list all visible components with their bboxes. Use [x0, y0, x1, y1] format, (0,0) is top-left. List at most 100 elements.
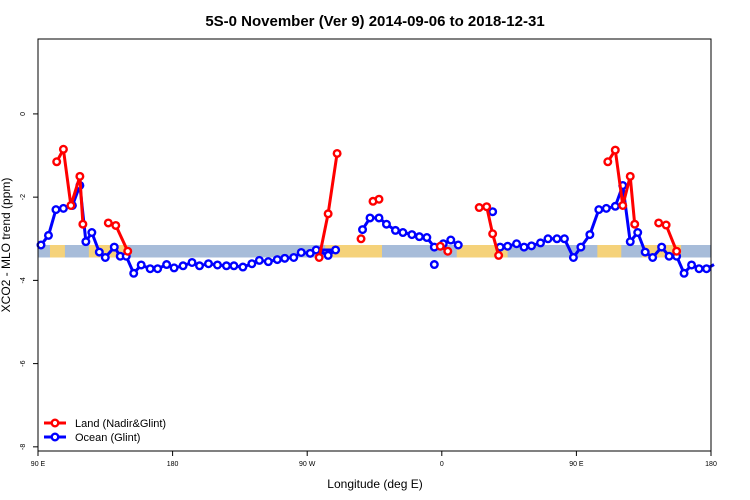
- data-point: [374, 194, 384, 204]
- data-point: [311, 245, 321, 255]
- legend-label: Land (Nadir&Glint): [75, 418, 166, 430]
- data-point: [356, 234, 366, 244]
- data-point: [314, 252, 324, 262]
- data-point: [390, 225, 400, 235]
- data-point: [381, 219, 391, 229]
- data-point: [203, 259, 213, 269]
- data-point: [503, 241, 513, 251]
- data-point: [109, 242, 119, 252]
- data-point: [568, 252, 578, 262]
- data-point: [672, 246, 682, 256]
- data-point: [648, 252, 658, 262]
- legend-marker: [50, 418, 60, 428]
- y-tick-label: 0: [20, 112, 27, 116]
- data-point: [429, 260, 439, 270]
- x-tick-label: 90 E: [569, 461, 584, 468]
- y-tick-label: -2: [20, 194, 27, 200]
- data-point: [358, 225, 368, 235]
- data-point: [422, 233, 432, 243]
- data-point: [543, 234, 553, 244]
- data-point: [332, 148, 342, 158]
- data-point: [195, 261, 205, 271]
- data-point: [443, 246, 453, 256]
- data-point: [512, 239, 522, 249]
- data-point: [100, 252, 110, 262]
- series-line: [499, 184, 715, 275]
- data-point: [398, 228, 408, 238]
- data-point: [536, 238, 546, 248]
- data-point: [111, 220, 121, 230]
- data-point: [78, 219, 88, 229]
- data-point: [178, 261, 188, 271]
- data-point: [296, 247, 306, 257]
- data-point: [585, 230, 595, 240]
- data-point: [52, 157, 62, 167]
- data-point: [618, 200, 628, 210]
- data-point: [657, 242, 667, 252]
- x-axis-label: Longitude (deg E): [327, 477, 422, 491]
- data-point: [640, 247, 650, 257]
- data-point: [702, 264, 712, 274]
- data-point: [51, 205, 61, 215]
- data-point: [453, 240, 463, 250]
- y-tick-label: -4: [20, 277, 27, 283]
- data-point: [247, 259, 257, 269]
- data-point: [280, 253, 290, 263]
- data-point: [687, 260, 697, 270]
- legend: Land (Nadir&Glint) Ocean (Glint): [44, 418, 166, 444]
- x-tick-label: 180: [705, 461, 717, 468]
- data-point: [664, 251, 674, 261]
- data-point: [129, 268, 139, 278]
- data-point: [519, 242, 529, 252]
- series-line: [317, 153, 339, 258]
- plot-frame: [37, 38, 712, 452]
- data-point: [87, 228, 97, 238]
- data-point: [36, 240, 46, 250]
- data-point: [601, 203, 611, 213]
- legend-label: Ocean (Glint): [75, 432, 140, 444]
- data-point: [43, 230, 53, 240]
- data-point: [323, 209, 333, 219]
- data-point: [365, 213, 375, 223]
- data-point: [633, 228, 643, 238]
- data-point: [331, 245, 341, 255]
- data-point: [654, 218, 664, 228]
- data-point: [272, 255, 282, 265]
- data-point: [123, 246, 133, 256]
- data-point: [661, 220, 671, 230]
- data-point: [625, 171, 635, 181]
- data-point: [474, 203, 484, 213]
- data-point: [136, 260, 146, 270]
- y-tick-label: -8: [20, 444, 27, 450]
- data-point: [66, 200, 76, 210]
- legend-marker: [50, 432, 60, 442]
- data-point: [435, 241, 445, 251]
- data-point: [679, 268, 689, 278]
- data-point: [407, 230, 417, 240]
- data-point: [494, 250, 504, 260]
- data-point: [482, 202, 492, 212]
- data-point: [238, 262, 248, 272]
- data-point: [212, 260, 222, 270]
- data-point: [289, 252, 299, 262]
- land-band-segment: [49, 245, 65, 258]
- x-tick-label: 0: [440, 461, 444, 468]
- data-point: [610, 145, 620, 155]
- x-tick-label: 180: [167, 461, 179, 468]
- y-axis-label: XCO2 - MLO trend (ppm): [0, 178, 13, 313]
- data-point: [576, 242, 586, 252]
- data-point: [169, 263, 179, 273]
- data-point: [81, 237, 91, 247]
- y-tick-label: -6: [20, 360, 27, 366]
- data-point: [446, 235, 456, 245]
- data-point: [94, 247, 104, 257]
- data-point: [75, 171, 85, 181]
- data-point: [58, 144, 68, 154]
- data-point: [603, 157, 613, 167]
- data-point: [559, 234, 569, 244]
- data-point: [527, 241, 537, 251]
- data-point: [263, 257, 273, 267]
- data-point: [145, 264, 155, 274]
- data-point: [153, 264, 163, 274]
